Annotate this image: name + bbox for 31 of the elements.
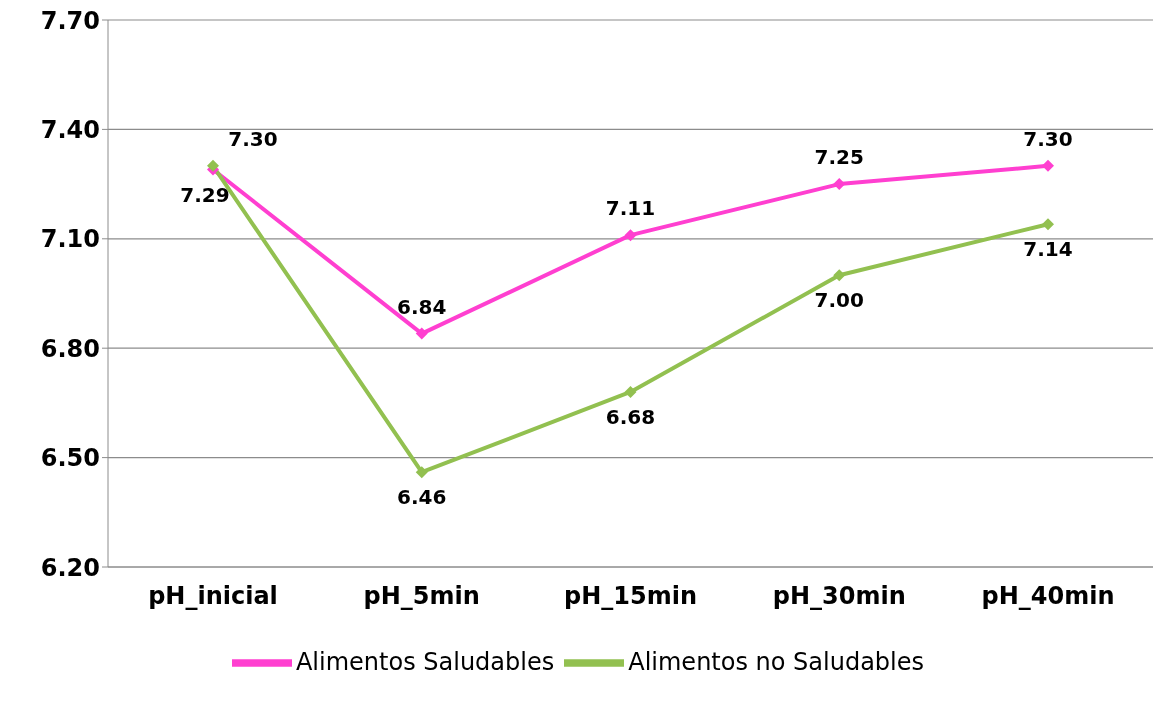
y-tick-label: 6.20	[40, 553, 100, 582]
data-label: 6.46	[397, 485, 447, 510]
point	[207, 159, 219, 172]
legend-label: Alimentos Saludables	[295, 648, 555, 676]
point	[833, 269, 846, 282]
y-tick-label: 7.70	[40, 6, 100, 35]
data-label: 7.29	[180, 182, 230, 207]
y-tick-label: 7.10	[40, 225, 100, 254]
point	[624, 229, 637, 242]
data-label: 6.84	[397, 294, 447, 319]
point	[415, 327, 428, 340]
data-label: 7.11	[605, 196, 656, 221]
point	[624, 385, 637, 398]
x-tick-label: pH_30min	[772, 582, 906, 611]
x-tick-label: pH_5min	[363, 582, 480, 611]
data-label: 7.00	[814, 288, 864, 313]
x-tick-label: pH_15min	[564, 582, 697, 611]
data-label: 7.30	[228, 126, 278, 151]
data-label: 7.30	[1023, 126, 1073, 151]
y-tick-label: 7.40	[40, 115, 100, 144]
y-tick-label: 6.50	[40, 444, 100, 473]
data-label: 6.68	[605, 404, 656, 429]
point	[1042, 159, 1054, 172]
x-tick-label: pH_40min	[981, 582, 1115, 611]
point	[415, 466, 428, 479]
data-label: 7.14	[1023, 237, 1073, 262]
legend-label: Alimentos no Saludables	[628, 648, 925, 676]
point	[1042, 218, 1054, 231]
x-tick-label: pH_inicial	[148, 582, 278, 611]
data-label: 7.25	[814, 145, 864, 170]
y-tick-label: 6.80	[40, 334, 100, 363]
